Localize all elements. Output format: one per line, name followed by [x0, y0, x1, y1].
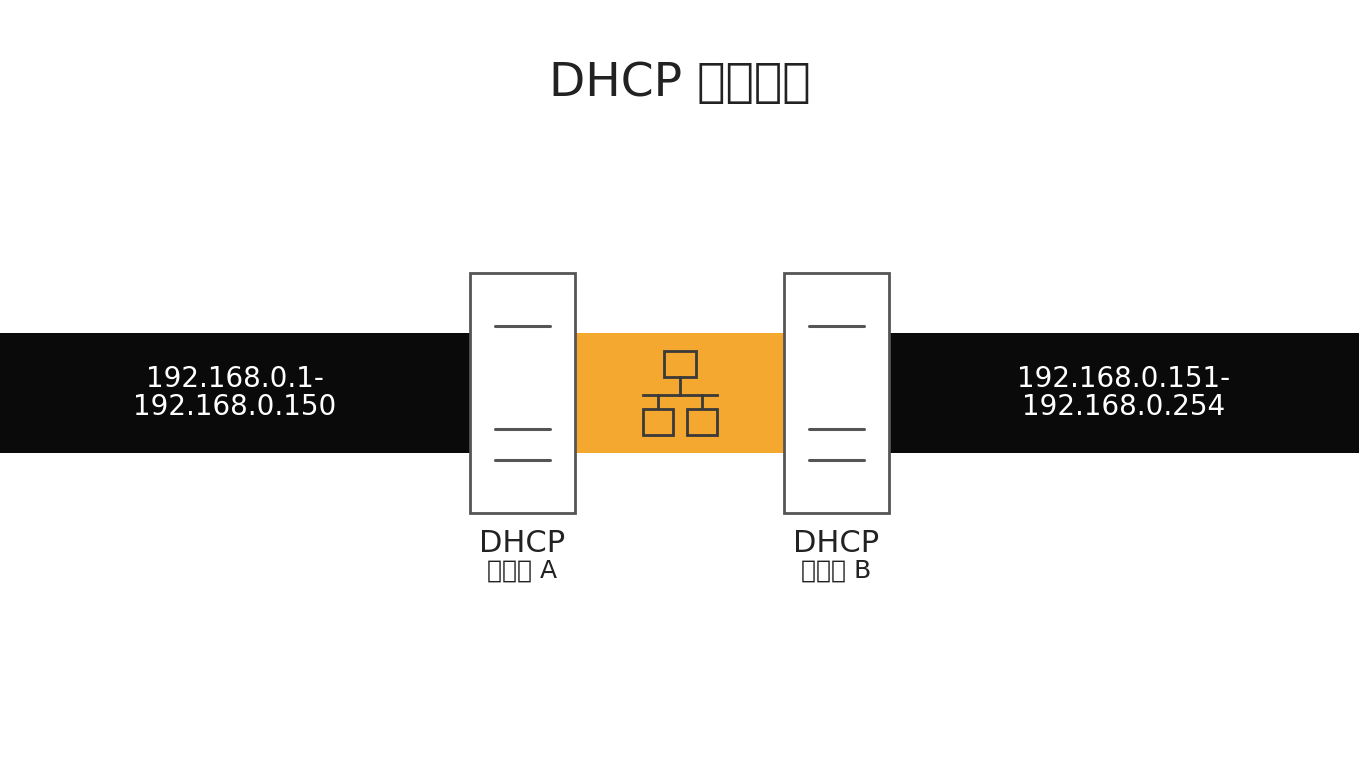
Text: 192.168.0.254: 192.168.0.254 — [1022, 393, 1226, 421]
Text: 192.168.0.1-: 192.168.0.1- — [145, 365, 323, 393]
Text: DHCP: DHCP — [480, 529, 565, 557]
Text: 192.168.0.150: 192.168.0.150 — [133, 393, 337, 421]
Bar — [470, 273, 575, 513]
Bar — [663, 351, 696, 377]
Bar — [784, 273, 889, 513]
Bar — [686, 409, 716, 435]
Text: DHCP 分割範圍: DHCP 分割範圍 — [549, 60, 810, 106]
Text: DHCP: DHCP — [794, 529, 879, 557]
Text: 192.168.0.151-: 192.168.0.151- — [1018, 365, 1230, 393]
Bar — [575, 333, 784, 453]
Bar — [0, 333, 470, 453]
Bar — [643, 409, 673, 435]
Bar — [889, 333, 1359, 453]
Text: 伺服器 A: 伺服器 A — [488, 559, 557, 583]
Text: 伺服器 B: 伺服器 B — [802, 559, 871, 583]
